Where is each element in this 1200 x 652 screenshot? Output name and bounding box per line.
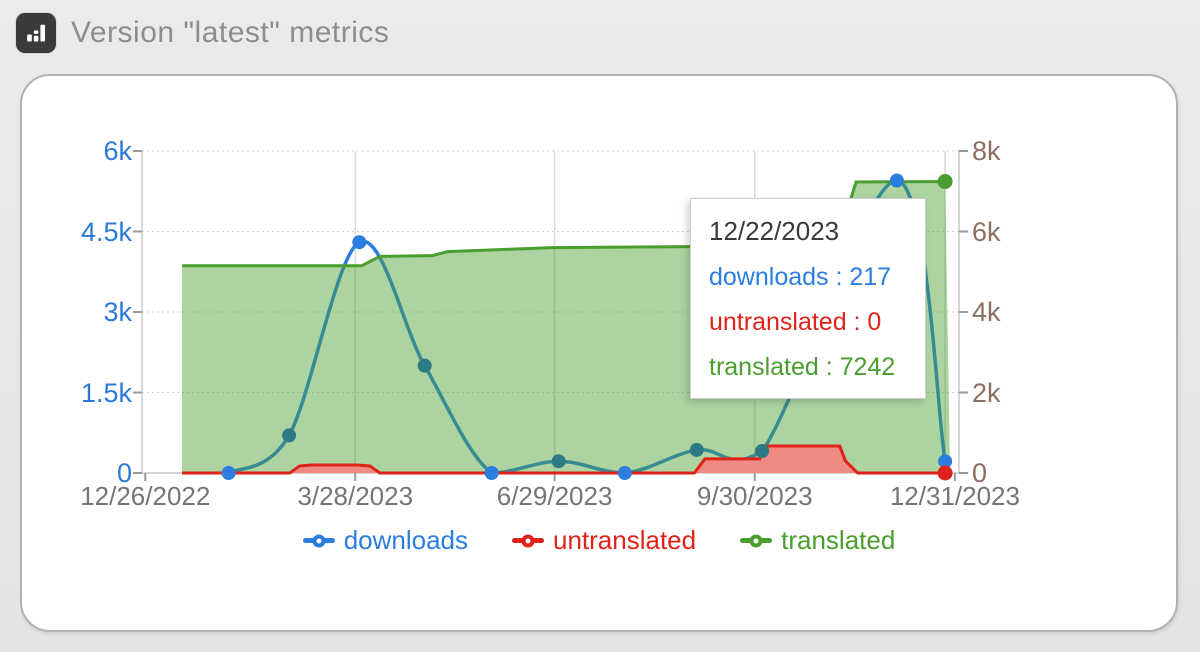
chart-legend: downloads untranslated translated	[22, 525, 1176, 556]
chart-area: 0 1.5k 3k 4.5k 6k 0 2k 4k 6k 8k 12/26/2022 3/28/202…	[22, 76, 1176, 630]
downloads-point[interactable]	[484, 466, 499, 480]
page-title: Version "latest" metrics	[71, 16, 390, 49]
downloads-point[interactable]	[755, 443, 770, 458]
legend-item-untranslated[interactable]: untranslated	[512, 525, 696, 556]
x-axis-tick-label: 9/30/2023	[696, 481, 813, 511]
legend-label: translated	[781, 525, 896, 555]
downloads-point[interactable]	[352, 235, 367, 250]
downloads-point[interactable]	[689, 442, 704, 457]
y-left-tick-label: 3k	[103, 297, 132, 327]
y-left-tick-label: 0	[116, 458, 132, 488]
x-axis-tick-label: 6/29/2023	[496, 481, 613, 511]
y-right-tick-label: 6k	[972, 216, 1001, 247]
y-left-tick-label: 4.5k	[80, 216, 132, 247]
x-axis-tick-label: 12/26/2022	[80, 481, 211, 511]
downloads-point[interactable]	[221, 466, 236, 480]
y-left-tick-label: 6k	[103, 136, 132, 166]
bar-chart-icon	[16, 13, 56, 53]
translated-legend-marker-icon	[740, 534, 773, 547]
downloads-line[interactable]	[227, 178, 947, 475]
downloads-point[interactable]	[417, 358, 432, 373]
y-right-tick-label: 2k	[972, 377, 1001, 408]
downloads-legend-marker-icon	[302, 534, 335, 547]
downloads-point[interactable]	[551, 454, 566, 469]
chart-tooltip: 12/22/2023 downloads : 217 untranslated …	[690, 198, 926, 399]
untranslated-area[interactable]	[182, 446, 946, 473]
downloads-point[interactable]	[282, 428, 297, 443]
x-axis-tick-label: 12/31/2023	[889, 481, 1020, 511]
tooltip-row-downloads: downloads : 217	[709, 263, 892, 291]
page-header: Version "latest" metrics	[16, 13, 389, 53]
tooltip-date: 12/22/2023	[709, 216, 840, 246]
y-right-tick-label: 0	[972, 458, 988, 488]
untranslated-end-point[interactable]	[937, 465, 953, 481]
downloads-point[interactable]	[617, 466, 632, 480]
legend-item-downloads[interactable]: downloads	[302, 525, 468, 556]
legend-item-translated[interactable]: translated	[740, 525, 895, 556]
untranslated-line[interactable]	[182, 444, 946, 475]
x-axis-tick-label: 3/28/2023	[297, 481, 414, 511]
legend-label: downloads	[343, 525, 468, 555]
tooltip-row-untranslated: untranslated : 0	[709, 308, 882, 336]
tooltip-row-translated: translated : 7242	[709, 353, 896, 381]
downloads-point[interactable]	[889, 173, 904, 188]
legend-label: untranslated	[553, 525, 697, 555]
y-right-tick-label: 4k	[972, 297, 1001, 327]
downloads-point[interactable]	[938, 454, 953, 469]
untranslated-legend-marker-icon	[512, 534, 544, 547]
bar-chart-glyph	[27, 24, 45, 42]
y-left-tick-label: 1.5k	[80, 377, 132, 408]
translated-end-point[interactable]	[937, 174, 953, 190]
y-right-tick-label: 8k	[972, 136, 1001, 166]
chart-card: 0 1.5k 3k 4.5k 6k 0 2k 4k 6k 8k 12/26/2022 3/28/202…	[20, 74, 1178, 632]
